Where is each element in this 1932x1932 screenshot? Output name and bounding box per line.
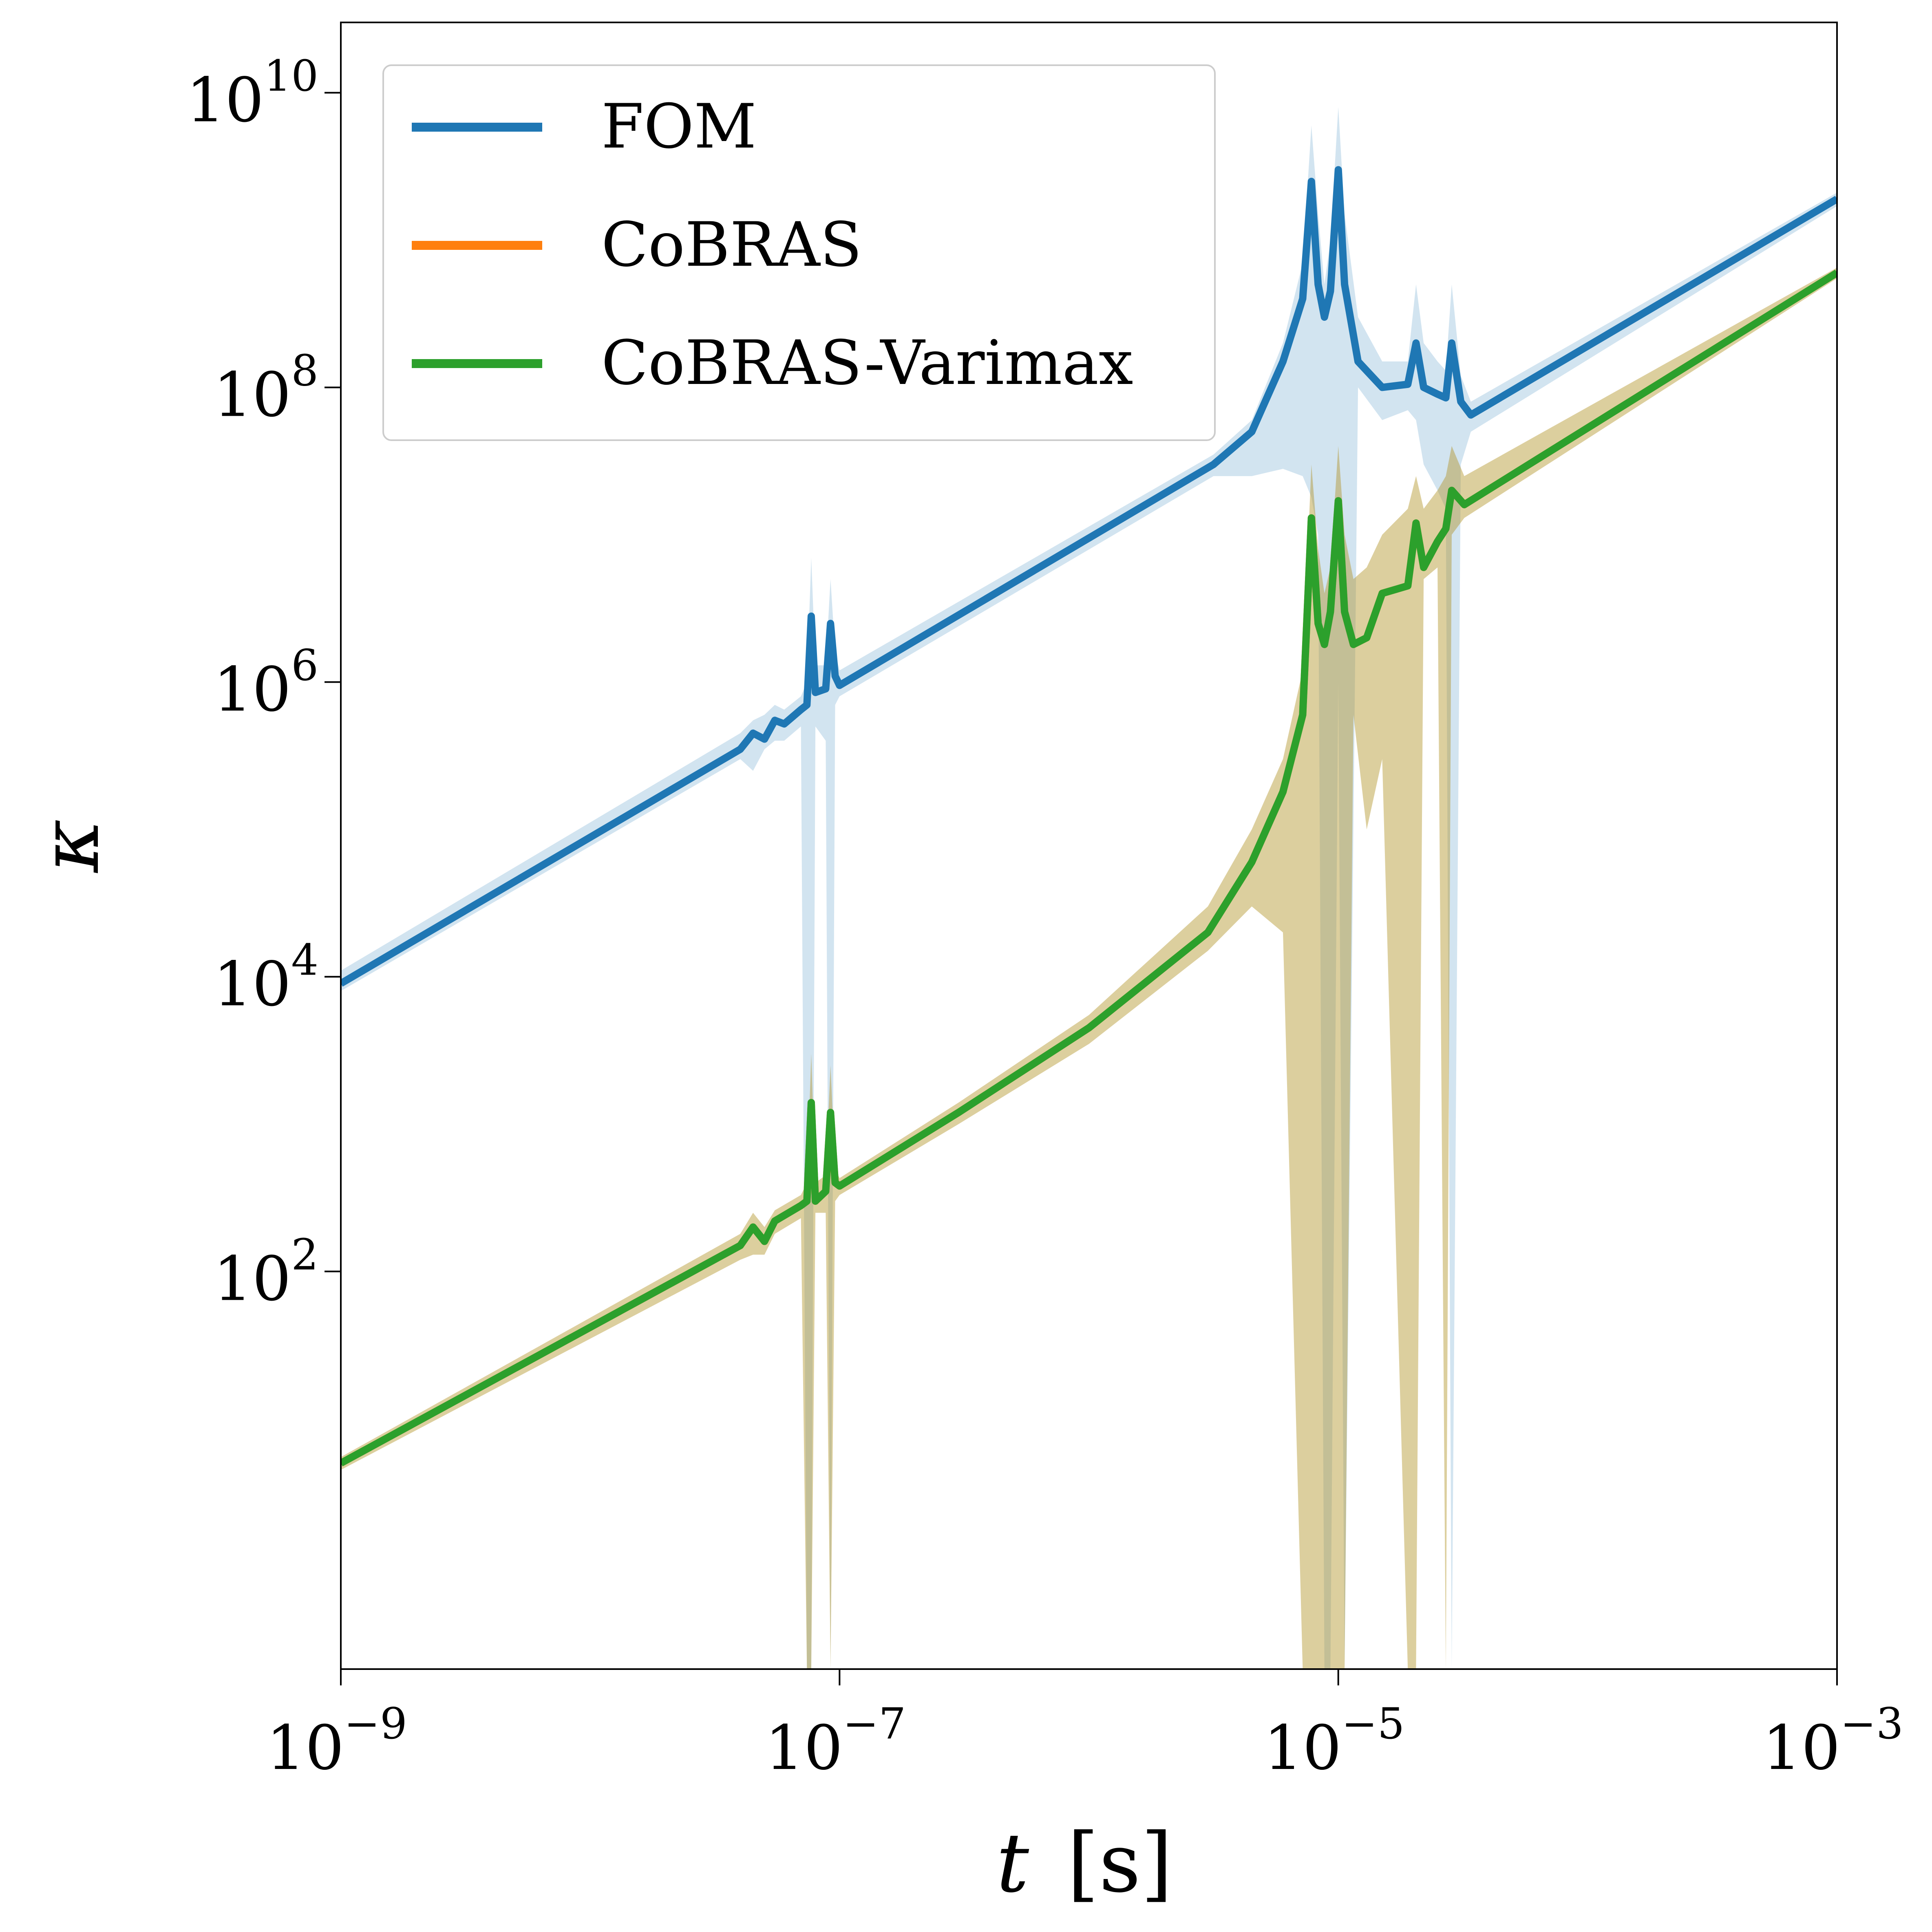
x-axis-unit: [s] [1067, 1816, 1173, 1911]
x-axis-label: t [s] [996, 1816, 1173, 1911]
x-tick-label: 10−9 [266, 1699, 407, 1784]
x-tick-label: 10−5 [1264, 1699, 1405, 1784]
legend-label-fom: FOM [601, 91, 757, 162]
y-tick-label: 1010 [186, 51, 318, 136]
x-axis-symbol: t [996, 1816, 1029, 1911]
x-axis-ticks: 10−9 10−7 10−5 10−3 [266, 1669, 1903, 1784]
y-tick-label: 106 [213, 640, 318, 725]
line-fom [341, 166, 1837, 987]
plot-frame [340, 22, 1838, 1670]
y-axis-ticks: 102 104 106 108 1010 [186, 51, 341, 1314]
y-axis-label: κ [22, 819, 117, 873]
legend-label-cobras: CoBRAS [601, 210, 862, 280]
legend-frame [382, 64, 1216, 441]
legend: FOM CoBRAS CoBRAS-Varimax [382, 64, 1216, 441]
x-tick-label: 10−3 [1762, 1699, 1903, 1784]
y-tick-label: 102 [213, 1230, 318, 1314]
series-lines [341, 166, 1837, 1467]
y-tick-label: 104 [213, 935, 318, 1020]
legend-label-cobras-varimax: CoBRAS-Varimax [601, 328, 1133, 399]
y-tick-label: 108 [213, 346, 318, 430]
x-tick-label: 10−7 [765, 1699, 906, 1784]
line-cobras-varimax [341, 269, 1837, 1467]
